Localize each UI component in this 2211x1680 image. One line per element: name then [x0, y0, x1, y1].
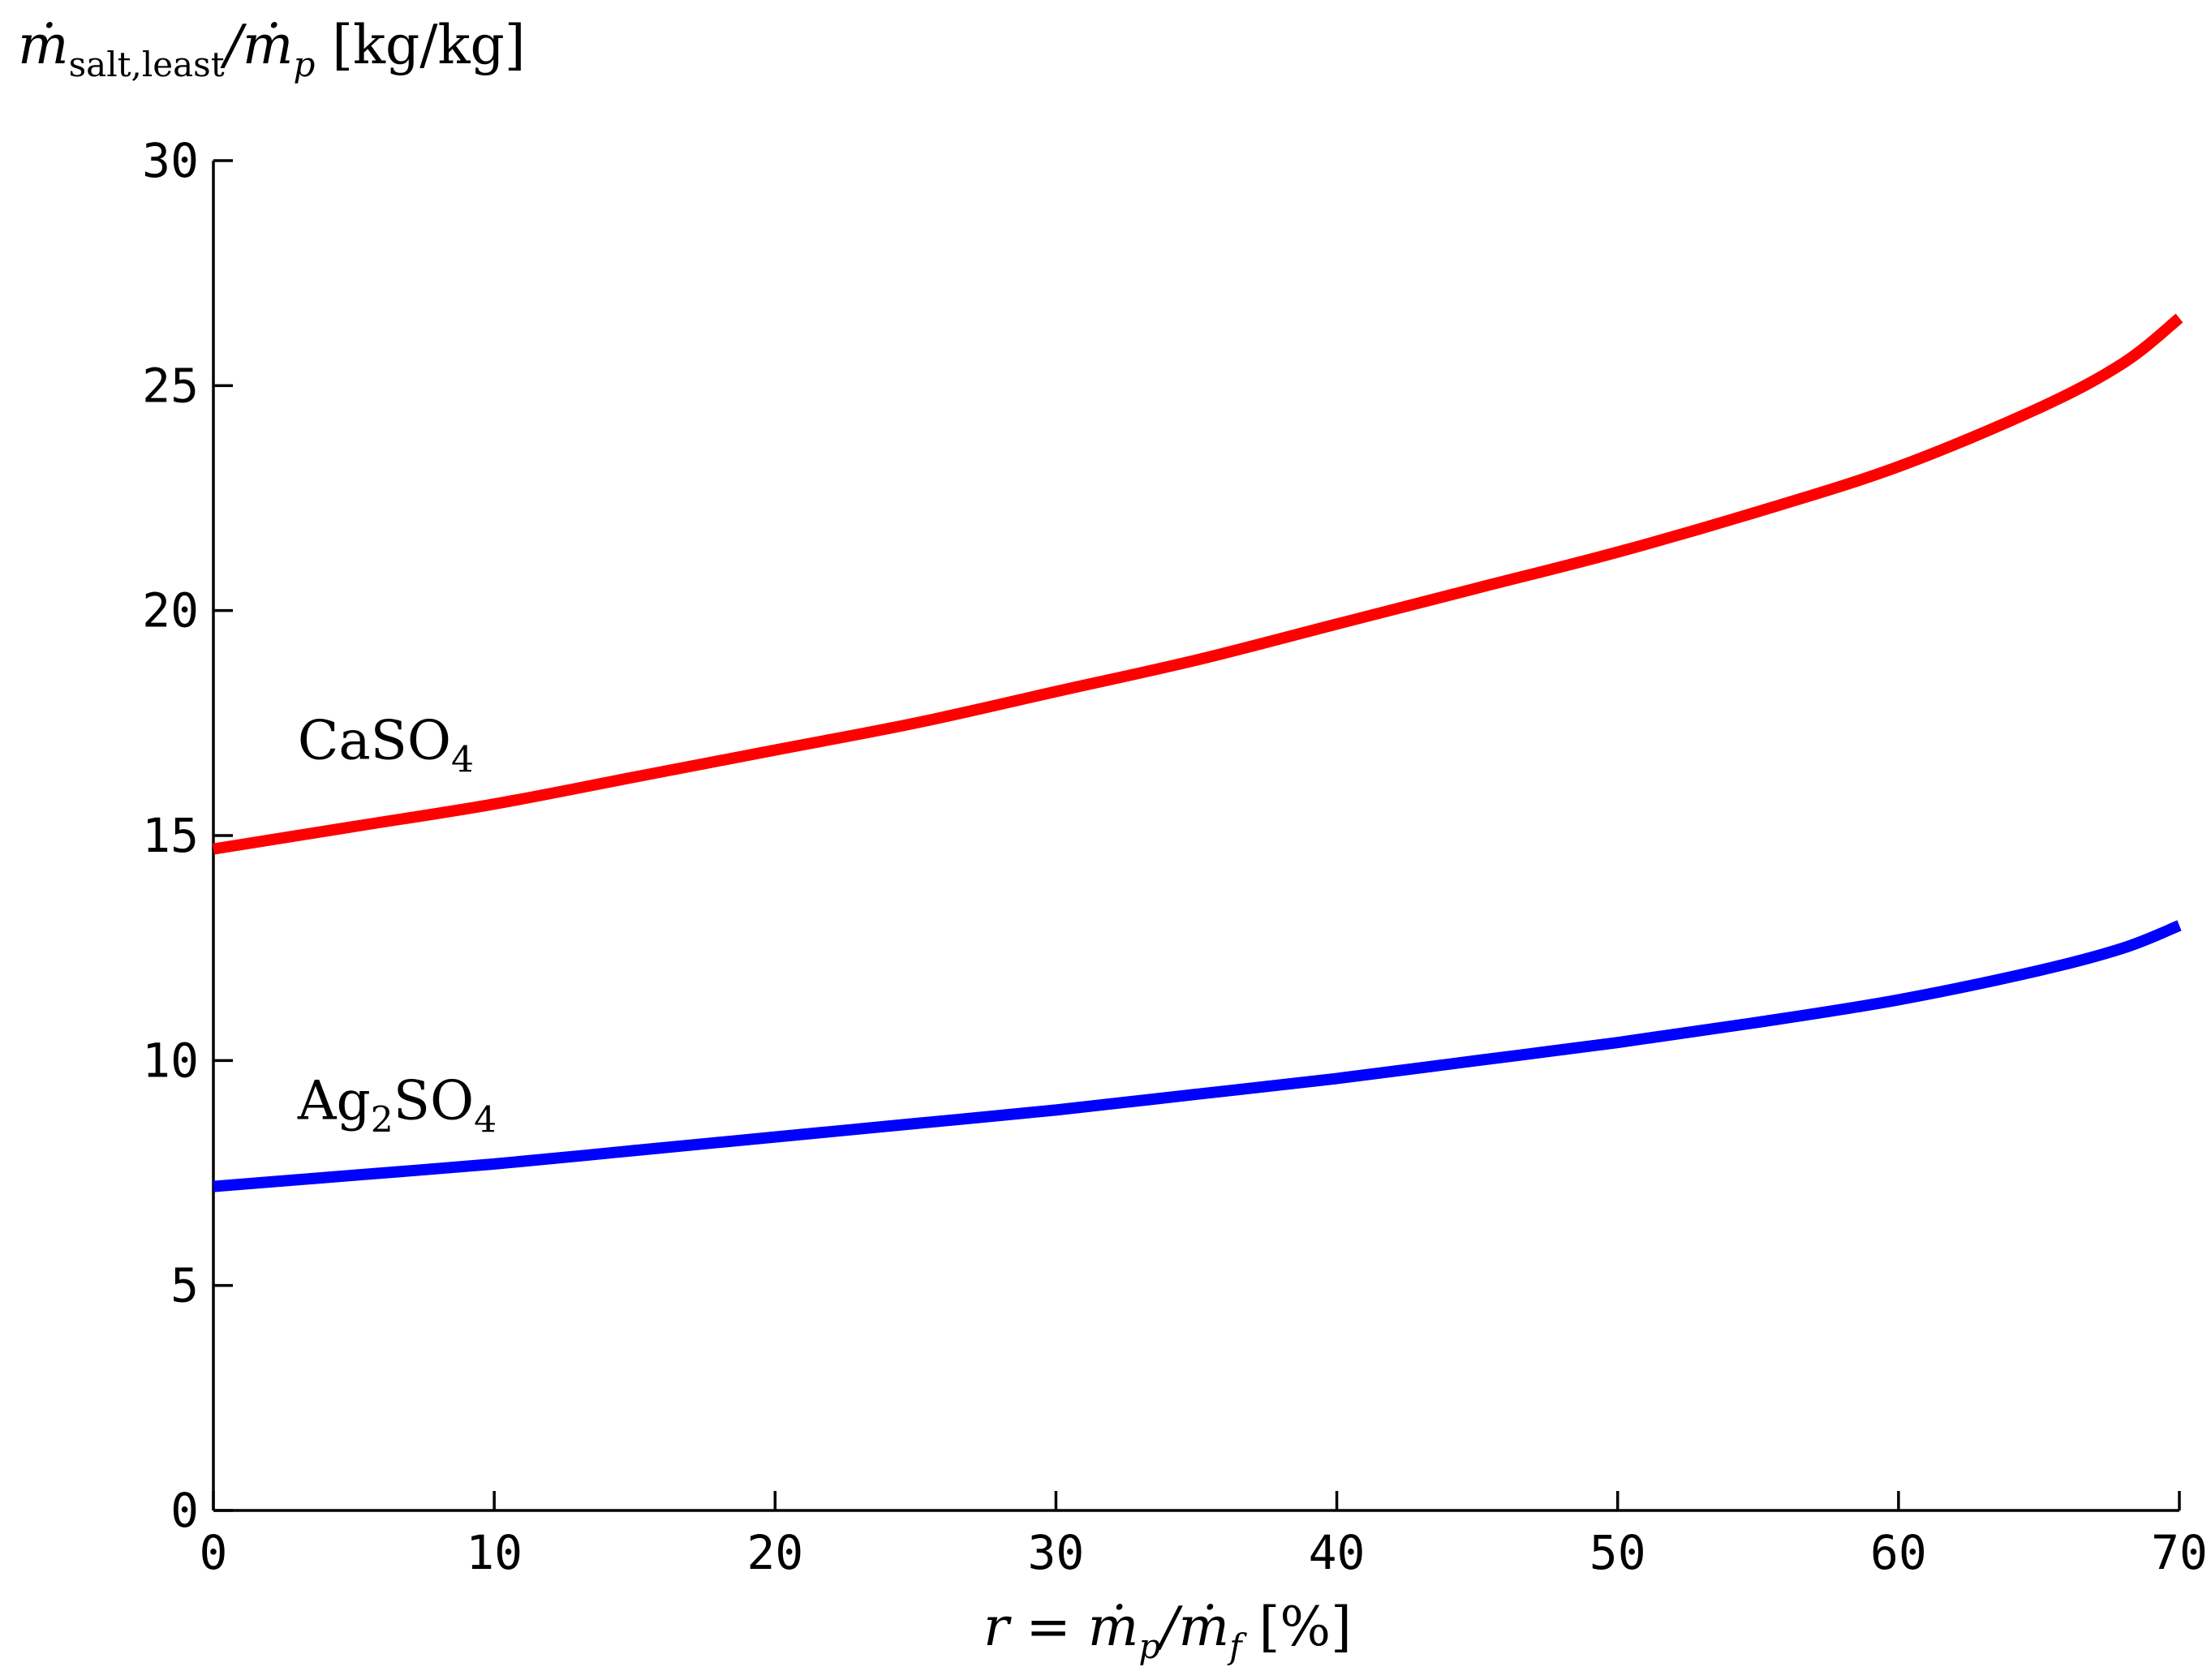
x-tick-label: 0 [200, 1525, 228, 1580]
series-label-part: 4 [474, 1099, 497, 1141]
y-axis-label-prefix: ṁ [18, 14, 69, 76]
x-axis-label-mid: /ṁ [1155, 1596, 1229, 1658]
y-ticks: 0 5 10 15 20 25 30 [142, 133, 233, 1538]
series-label-part: CaSO [298, 710, 451, 772]
series-line-0 [212, 313, 2183, 855]
x-tick-label: 30 [1028, 1525, 1085, 1580]
y-tick-label: 10 [142, 1033, 199, 1088]
x-tick-label: 10 [466, 1525, 523, 1580]
x-tick-label: 20 [746, 1525, 803, 1580]
series-group [212, 313, 2183, 1192]
x-tick-label: 70 [2151, 1525, 2208, 1580]
y-tick-label: 20 [142, 583, 199, 638]
y-axis-label-subscript: salt,least [69, 45, 225, 84]
series-label-part: Ag [297, 1069, 371, 1132]
series-label-part: 4 [451, 740, 474, 781]
y-axis-label-subscript2: p [293, 45, 315, 84]
y-tick-label: 5 [170, 1258, 199, 1313]
y-axis-label-unit: [kg/kg] [315, 14, 525, 76]
y-tick-label: 0 [170, 1483, 199, 1538]
x-axis-label: r = ṁp/ṁf [%] [983, 1596, 1352, 1666]
y-tick-label: 25 [142, 358, 199, 413]
x-tick-label: 40 [1309, 1525, 1366, 1580]
x-ticks: 0 10 20 30 40 50 60 70 [200, 1491, 2208, 1580]
series-label-part: SO [394, 1069, 474, 1132]
axes [212, 161, 2179, 1512]
y-axis-label: ṁsalt,least/ṁp [kg/kg] [18, 14, 526, 84]
x-tick-label: 50 [1589, 1525, 1646, 1580]
y-tick-label: 30 [142, 133, 199, 188]
x-axis-label-prefix: r = ṁ [983, 1596, 1138, 1658]
x-axis-label-subscript: p [1138, 1626, 1160, 1666]
y-axis-label-mid: /ṁ [220, 14, 294, 76]
series-label-part: 2 [371, 1099, 394, 1141]
y-tick-label: 15 [142, 808, 199, 863]
series-label-0: CaSO4 [298, 710, 474, 781]
x-tick-label: 60 [1870, 1525, 1927, 1580]
x-axis-label-unit: [%] [1242, 1596, 1352, 1658]
series-line-1 [213, 920, 2182, 1192]
series-label-1: Ag2SO4 [297, 1069, 497, 1141]
